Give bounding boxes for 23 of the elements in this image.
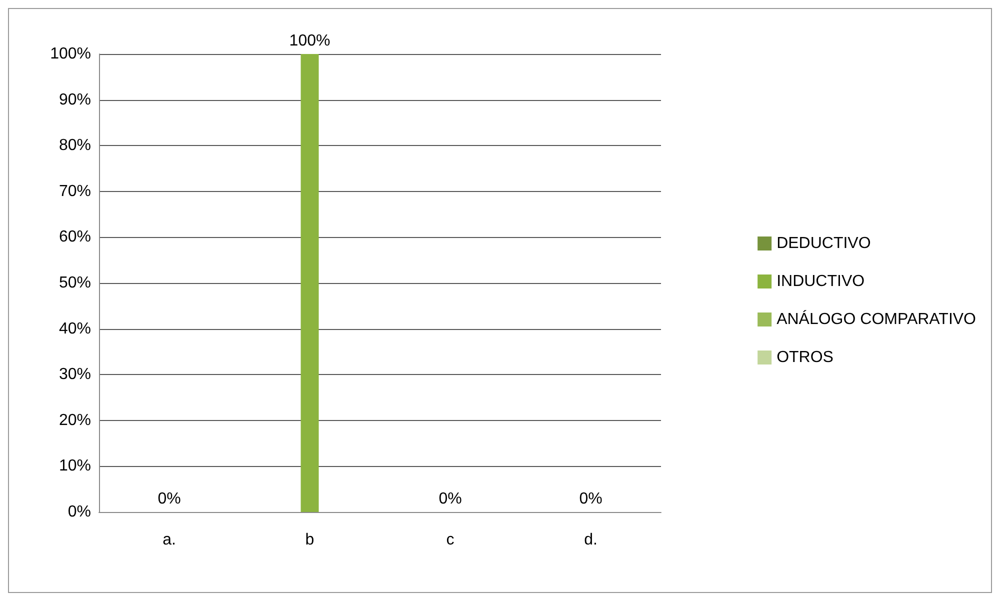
x-tick-label: b	[305, 532, 314, 548]
legend-label: ANÁLOGO COMPARATIVO	[776, 310, 976, 328]
y-tick-label: 90%	[58, 91, 91, 108]
y-tick-label: 40%	[58, 320, 91, 338]
y-tick-label: 10%	[58, 458, 91, 475]
data-label: 0%	[579, 490, 602, 508]
legend-label: DEDUCTIVO	[776, 235, 871, 252]
y-tick-label: 50%	[58, 274, 91, 292]
y-tick-label: 30%	[58, 366, 91, 384]
data-label: 0%	[158, 490, 181, 508]
y-tick-label: 20%	[58, 412, 91, 429]
data-label: 100%	[289, 32, 330, 50]
x-tick-label: d.	[584, 532, 598, 548]
y-tick-label: 0%	[68, 504, 91, 520]
y-tick-label: 60%	[58, 228, 91, 246]
legend-label: OTROS	[776, 349, 834, 366]
y-tick-label: 100%	[50, 46, 91, 62]
y-tick-label: 70%	[58, 182, 91, 200]
x-tick-label: a.	[162, 532, 176, 548]
y-tick-label: 80%	[58, 137, 91, 154]
data-label: 0%	[438, 490, 462, 508]
x-tick-label: c	[446, 532, 454, 548]
legend-label: INDUCTIVO	[776, 273, 865, 290]
